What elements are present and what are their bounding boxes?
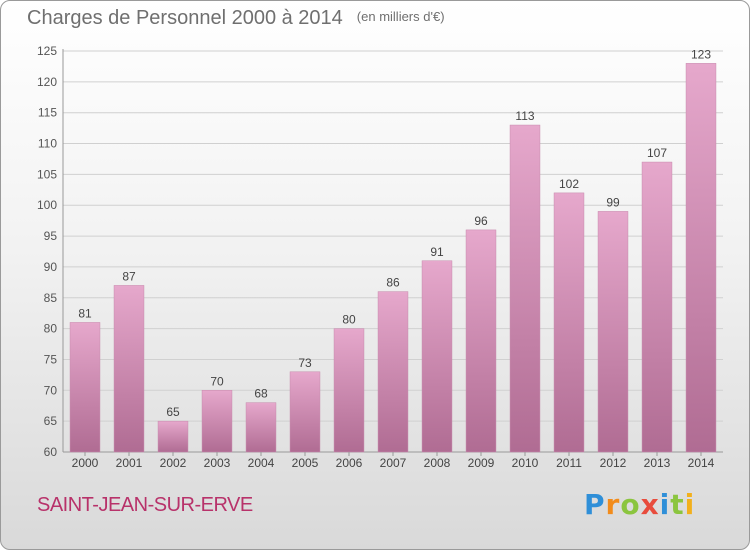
bar-2014 [685,63,717,453]
y-tick-label: 105 [37,167,57,181]
bar-2000 [69,322,101,453]
data-label: 102 [559,177,579,191]
y-tick-label: 100 [37,198,57,212]
bar-2003 [201,390,233,453]
y-tick-label: 65 [44,414,58,428]
bar-2008 [421,260,453,453]
x-tick-label: 2010 [512,456,539,470]
y-tick-label: 115 [38,106,57,120]
bar-2006 [333,328,365,453]
bar-2011 [553,192,585,453]
y-tick-label: 85 [44,291,58,305]
data-label: 96 [474,214,488,228]
data-label: 73 [298,356,312,370]
x-tick-label: 2007 [380,456,407,470]
y-tick-label: 80 [44,322,58,336]
x-tick-label: 2006 [336,456,363,470]
data-label: 87 [122,269,136,283]
data-label: 99 [606,195,620,209]
bar-2001 [113,285,145,453]
data-label: 91 [430,245,444,259]
y-tick-label: 70 [44,383,58,397]
y-tick-label: 95 [44,229,58,243]
bar-2013 [641,161,673,453]
data-label: 65 [166,405,180,419]
x-tick-label: 2001 [116,456,143,470]
y-tick-label: 60 [44,445,58,459]
x-tick-label: 2012 [600,456,627,470]
commune-name: SAINT-JEAN-SUR-ERVE [37,494,253,516]
bar-2010 [509,124,541,453]
bar-2007 [377,291,409,453]
x-tick-label: 2003 [204,456,231,470]
x-tick-label: 2002 [160,456,187,470]
x-tick-label: 2004 [248,456,275,470]
x-tick-label: 2005 [292,456,319,470]
bar-2009 [465,229,497,453]
x-tick-label: 2013 [644,456,671,470]
data-label: 80 [342,313,356,327]
bar-2002 [157,420,189,453]
x-tick-label: 2011 [556,456,582,470]
y-tick-label: 120 [37,75,57,89]
data-label: 123 [691,47,711,61]
proxiti-logo: Proxiti [584,488,696,521]
x-tick-label: 2008 [424,456,451,470]
data-label: 70 [210,374,224,388]
bar-2004 [245,402,277,453]
y-tick-label: 110 [38,137,57,151]
data-label: 68 [254,387,268,401]
chart-title: Charges de Personnel 2000 à 2014 (en mill… [27,7,445,30]
x-tick-label: 2009 [468,456,495,470]
x-tick-label: 2000 [72,456,99,470]
x-tick-label: 2014 [688,456,715,470]
title-text: Charges de Personnel 2000 à 2014 [27,7,343,29]
bar-2012 [597,211,629,453]
data-label: 86 [386,276,400,290]
y-tick-label: 90 [44,260,58,274]
bar-2005 [289,371,321,453]
unit-label: (en milliers d'€) [356,9,445,24]
y-tick-label: 125 [37,44,57,58]
data-label: 81 [78,306,92,320]
data-label: 107 [647,146,667,160]
y-tick-label: 75 [44,352,58,366]
data-label: 113 [515,109,534,123]
